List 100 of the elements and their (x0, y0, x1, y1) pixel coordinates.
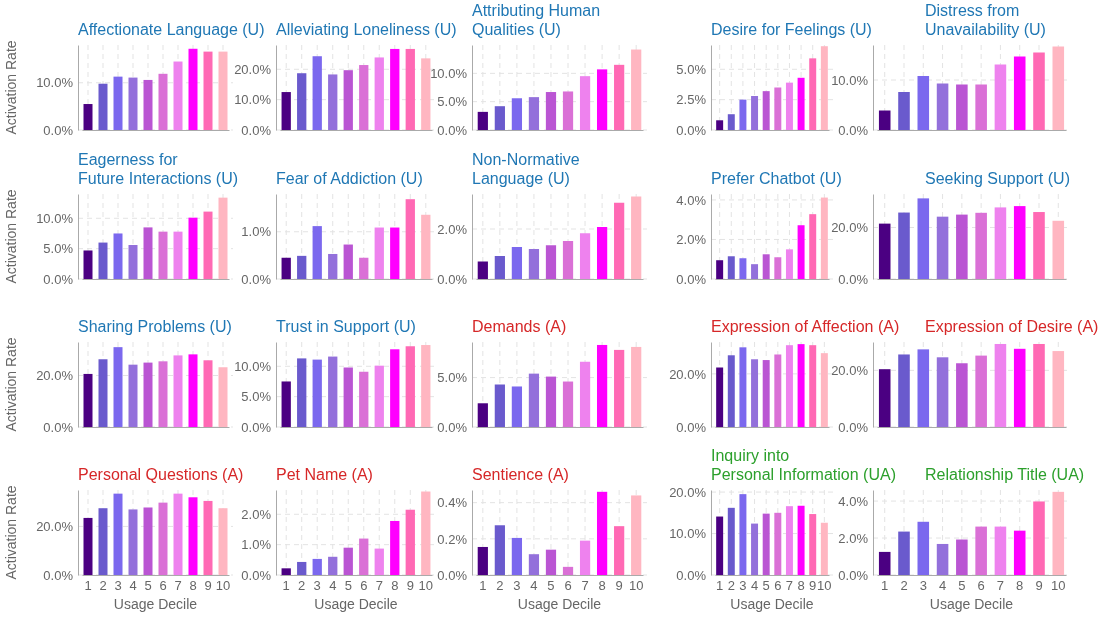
bar (281, 568, 291, 575)
x-tick-label: 4 (329, 578, 337, 594)
y-tick-label: 4.0% (676, 192, 707, 208)
bar (158, 502, 168, 575)
bar (390, 227, 400, 279)
y-tick-label: 20.0% (831, 362, 869, 378)
y-tick-label: 20.0% (36, 519, 74, 535)
bar (390, 349, 400, 427)
bar (994, 343, 1007, 427)
bar (143, 79, 153, 130)
bar (739, 258, 747, 279)
y-axis-title: Activation Rate (3, 485, 19, 580)
bar (405, 346, 415, 427)
x-tick-label: 7 (174, 578, 182, 594)
x-tick-label: 7 (996, 578, 1005, 594)
x-tick-label: 3 (919, 578, 927, 594)
x-tick-label: 9 (615, 578, 623, 594)
bar (218, 51, 228, 130)
bar (994, 526, 1007, 575)
bar (281, 381, 291, 427)
bar (785, 249, 793, 279)
y-tick-label: 20.0% (669, 366, 707, 382)
y-tick-label: 0.0% (838, 271, 869, 287)
chart-title: Sentience (A) (472, 466, 569, 483)
bar (188, 497, 198, 575)
bar (631, 495, 642, 575)
bar (528, 97, 540, 130)
bar (494, 384, 505, 427)
bar (727, 114, 735, 130)
bar (374, 227, 384, 279)
y-tick-label: 1.0% (241, 224, 272, 240)
y-tick-label: 0.0% (43, 419, 74, 435)
bar (631, 49, 642, 130)
x-tick-label: 9 (1035, 578, 1043, 594)
bar (579, 233, 591, 279)
y-tick-label: 0.0% (241, 567, 272, 583)
bar (359, 538, 369, 575)
y-tick-label: 20.0% (831, 220, 869, 236)
bar (809, 514, 817, 575)
x-tick-label: 3 (114, 578, 122, 594)
bar (188, 48, 198, 130)
bar (218, 508, 228, 575)
bar (343, 244, 353, 279)
bar (158, 361, 168, 427)
bar (917, 198, 930, 279)
x-tick-label: 4 (750, 578, 759, 594)
bar (128, 364, 138, 427)
bar (173, 493, 183, 575)
y-tick-label: 2.0% (838, 530, 869, 546)
y-tick-label: 0.0% (43, 122, 74, 138)
bar (173, 61, 183, 130)
bar (528, 249, 540, 279)
bar (113, 493, 123, 575)
y-tick-label: 10.0% (234, 92, 272, 108)
y-tick-label: 5.0% (241, 389, 272, 405)
bar (359, 371, 369, 427)
y-tick-label: 0.0% (437, 567, 468, 583)
bar (128, 509, 138, 575)
chart-title: Expression of Affection (A) (711, 318, 900, 335)
bar (994, 64, 1007, 130)
bar (878, 369, 891, 427)
bar (751, 523, 759, 575)
y-axis-title: Activation Rate (3, 337, 19, 432)
bar (614, 526, 625, 575)
bar (173, 231, 183, 279)
bar (727, 507, 735, 575)
bar (936, 216, 949, 279)
bar (579, 540, 591, 575)
bar (359, 65, 369, 130)
chart-title: Expression of Desire (A) (925, 318, 1099, 335)
x-tick-label: 6 (564, 578, 572, 594)
bar (98, 508, 108, 575)
x-tick-label: 8 (797, 578, 805, 594)
chart-title: Relationship Title (UA) (925, 466, 1085, 483)
bar (494, 256, 505, 279)
x-tick-label: 8 (1016, 578, 1024, 594)
chart-title: Desire for Feelings (U) (711, 21, 872, 38)
bar (716, 516, 724, 575)
bar (936, 357, 949, 427)
bar (113, 76, 123, 130)
bar (328, 253, 338, 279)
bar (390, 48, 400, 130)
bar (762, 513, 770, 575)
bar (975, 355, 987, 427)
bar (545, 245, 557, 279)
bar (203, 211, 213, 279)
bar (421, 214, 431, 279)
bar (774, 512, 782, 575)
y-tick-label: 10.0% (36, 210, 74, 226)
y-tick-label: 10.0% (430, 65, 468, 81)
bar (1033, 501, 1045, 575)
y-axis-title: Activation Rate (3, 189, 19, 284)
bar (312, 359, 322, 427)
bar (477, 261, 488, 279)
y-tick-label: 20.0% (234, 61, 272, 77)
bar (1013, 206, 1026, 279)
bar (820, 197, 828, 279)
bar (528, 373, 540, 427)
x-tick-label: 8 (189, 578, 197, 594)
y-tick-label: 0.0% (838, 122, 869, 138)
